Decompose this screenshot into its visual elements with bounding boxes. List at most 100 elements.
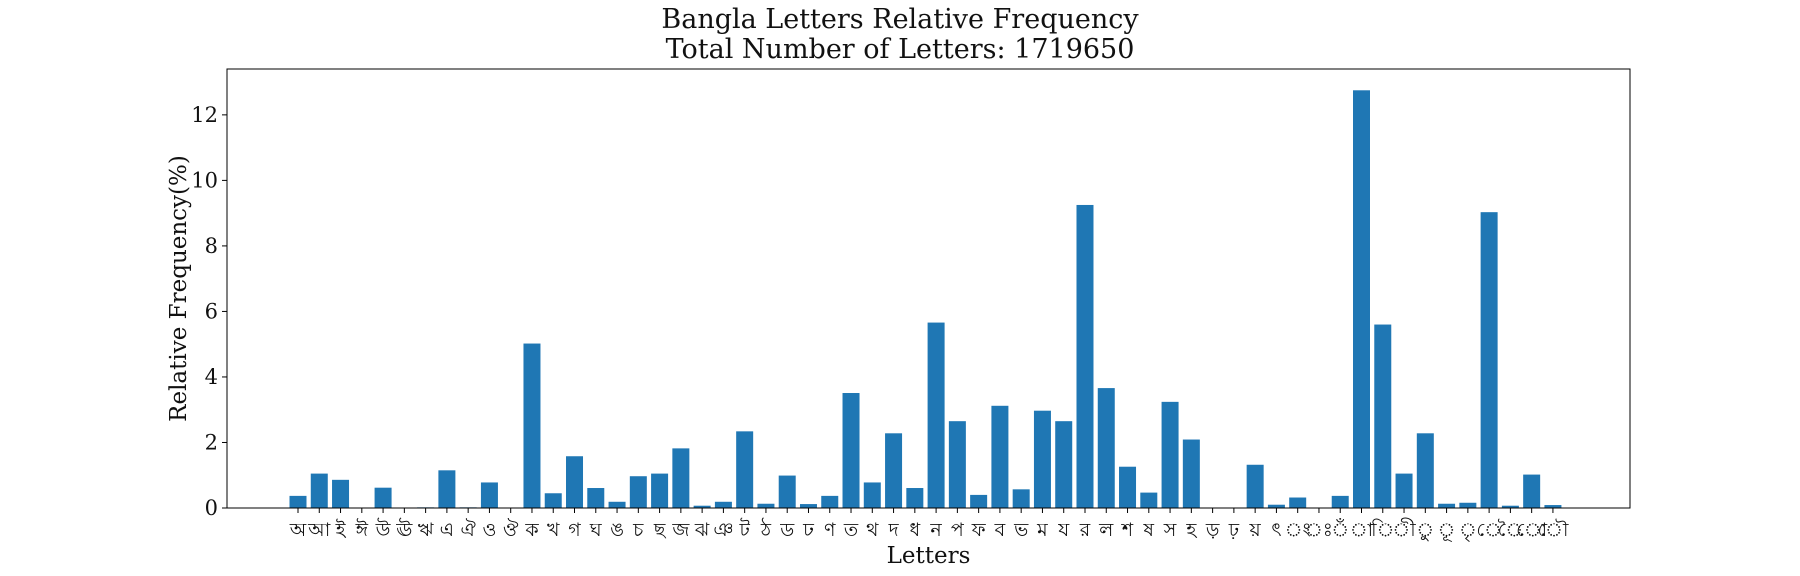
- bar-57: [1501, 505, 1519, 508]
- y-tick-label: 6: [205, 299, 218, 323]
- x-tick-label: ো: [1516, 519, 1547, 541]
- x-tick-label: ও: [482, 519, 496, 541]
- x-tick-label: ঢ়: [1228, 519, 1240, 541]
- x-tick-label: ফ: [971, 519, 987, 541]
- x-tick-label: ে: [1476, 519, 1502, 541]
- bar-25: [821, 495, 839, 508]
- x-tick-label: ষ: [1143, 519, 1155, 541]
- x-tick-label: থ: [866, 519, 879, 541]
- bar-31: [948, 421, 966, 508]
- bar-22: [757, 503, 775, 508]
- bar-50: [1353, 90, 1370, 508]
- x-tick-label: প: [951, 519, 965, 541]
- bar-26: [842, 393, 860, 508]
- bar-38: [1097, 388, 1115, 508]
- bar-49: [1331, 495, 1349, 508]
- x-tick-label: অ: [289, 519, 307, 541]
- bar-23: [778, 475, 796, 508]
- bar-54: [1438, 503, 1456, 508]
- bar-4: [374, 487, 392, 508]
- y-tick-label: 4: [205, 365, 218, 389]
- x-tick-label: ছ: [653, 519, 667, 541]
- bar-12: [544, 493, 562, 508]
- x-tick-label: শ: [1121, 519, 1134, 541]
- bar-14: [587, 488, 605, 508]
- x-tick-label: য়: [1249, 519, 1262, 541]
- x-tick-label: ব: [994, 519, 1006, 541]
- x-tick-label: ধ: [910, 519, 921, 541]
- bar-24: [799, 504, 817, 508]
- x-tick-label: হ: [1185, 519, 1197, 541]
- bar-58: [1523, 474, 1541, 508]
- y-axis-label: Relative Frequency(%): [166, 155, 192, 422]
- bar-29: [906, 488, 924, 508]
- x-tick-label: ৌ: [1537, 519, 1568, 541]
- bar-52: [1395, 473, 1413, 508]
- bar-20: [714, 501, 732, 508]
- x-tick-label: দ: [888, 519, 900, 541]
- x-tick-label: ট: [738, 518, 750, 541]
- bar-2: [332, 479, 350, 508]
- bar-27: [863, 482, 881, 508]
- x-tick-label: র: [1079, 519, 1091, 541]
- x-tick-label: ড়: [1205, 519, 1220, 541]
- bar-34: [1012, 489, 1030, 508]
- x-tick-label: ঃ: [1305, 519, 1333, 541]
- bar-56: [1480, 212, 1498, 509]
- x-tick-label: ৈ: [1498, 519, 1523, 541]
- x-tick-label: া: [1350, 519, 1374, 541]
- bar-13: [566, 456, 584, 508]
- x-tick-label: ঐ: [461, 518, 477, 541]
- x-tick-label: চ: [632, 519, 644, 541]
- x-tick-label: ঊ: [395, 518, 413, 541]
- y-tick-label: 12: [191, 103, 218, 127]
- x-tick-label: ৃ: [1459, 519, 1477, 542]
- bars-group: [289, 90, 1562, 509]
- bar-28: [885, 433, 903, 508]
- bar-40: [1140, 492, 1158, 508]
- x-tick-label: উ: [375, 518, 392, 541]
- bar-39: [1119, 466, 1137, 508]
- x-tick-label: ঢ: [802, 519, 814, 541]
- x-axis-label: Letters: [887, 543, 971, 569]
- plot-frame: [226, 68, 1631, 509]
- x-tick-label: ঠ: [760, 518, 772, 541]
- x-tick-label: ড: [779, 519, 795, 541]
- x-tick-label: ক: [524, 519, 539, 541]
- y-tick-label: 8: [205, 234, 218, 258]
- x-tick-label: ভ: [1013, 519, 1029, 541]
- x-tick-label: য: [1057, 519, 1070, 541]
- bar-11: [523, 343, 541, 508]
- x-tick-label: ঙ: [610, 519, 624, 541]
- bar-18: [672, 448, 690, 508]
- chart-title: Bangla Letters Relative Frequency: [661, 4, 1139, 35]
- y-tick-label: 10: [191, 168, 218, 192]
- x-tick-label: ী: [1392, 518, 1416, 541]
- x-tick-label: ঈ: [355, 518, 369, 541]
- x-tick-label: ই: [335, 519, 347, 541]
- bar-59: [1544, 505, 1562, 508]
- x-tick-label: এ: [440, 519, 454, 541]
- x-tick-label: ম: [1036, 519, 1048, 541]
- bar-33: [991, 405, 1009, 508]
- x-tick-label: জ: [671, 519, 690, 541]
- x-tick-label: ঔ: [503, 518, 519, 541]
- x-tick-label: ন: [929, 519, 942, 541]
- bar-7: [438, 470, 456, 508]
- bar-53: [1416, 433, 1434, 508]
- x-tick-label: ূ: [1438, 519, 1456, 542]
- bar-51: [1374, 324, 1392, 508]
- bar-45: [1246, 464, 1264, 508]
- x-tick-label: ং: [1285, 519, 1311, 541]
- x-tick-label: গ: [568, 519, 581, 541]
- bar-0: [289, 495, 307, 508]
- bar-1: [310, 473, 328, 508]
- bar-9: [480, 482, 498, 508]
- x-tick-label: স: [1163, 519, 1177, 541]
- x-tick-label: আ: [307, 519, 331, 541]
- bar-19: [693, 505, 711, 508]
- x-tick-label: ঞ: [713, 519, 733, 541]
